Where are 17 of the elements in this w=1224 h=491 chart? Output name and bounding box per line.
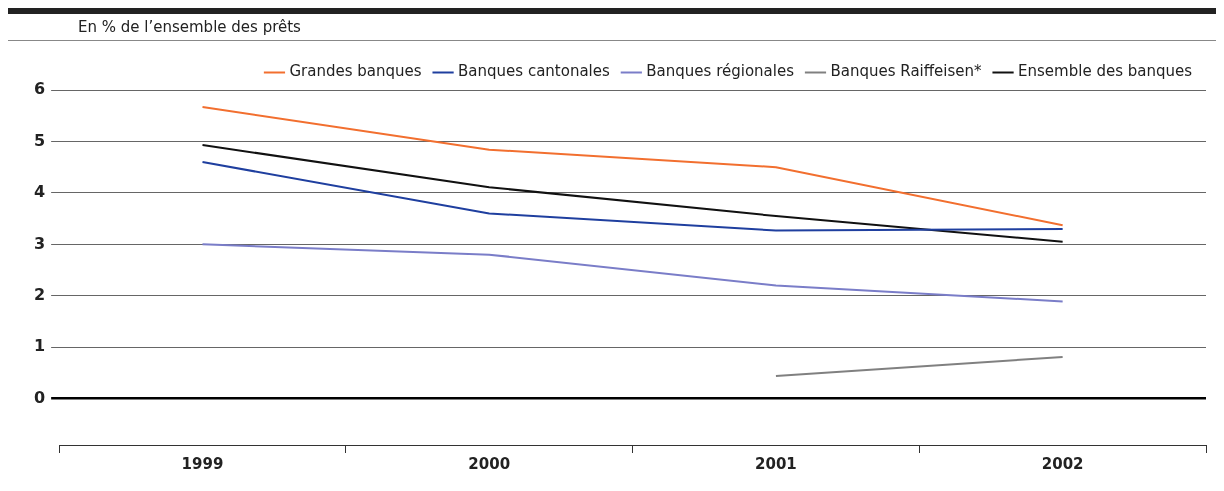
y-tick-label: 2 [33,284,46,304]
legend-label: Grandes banques [289,62,422,81]
y-tick-label: 5 [33,130,46,150]
legend-label: Banques cantonales [458,62,610,81]
y-tick-label: 6 [33,79,46,99]
x-tick-label: 2002 [1041,454,1084,473]
y-tick-label: 3 [33,233,46,253]
y-tick-label: 4 [33,182,46,202]
x-tick-label: 1999 [181,454,224,473]
chart-subtitle: En % de l’ensemble des prêts [8,8,1216,41]
x-tick-label: 2000 [468,454,511,473]
legend-label: Ensemble des banques [1018,62,1193,81]
legend-label: Banques régionales [646,62,795,81]
y-tick-label: 1 [33,336,46,356]
x-tick-label: 2001 [755,454,797,473]
legend-label: Banques Raiffeisen* [830,62,983,81]
y-tick-label: 0 [33,387,46,407]
